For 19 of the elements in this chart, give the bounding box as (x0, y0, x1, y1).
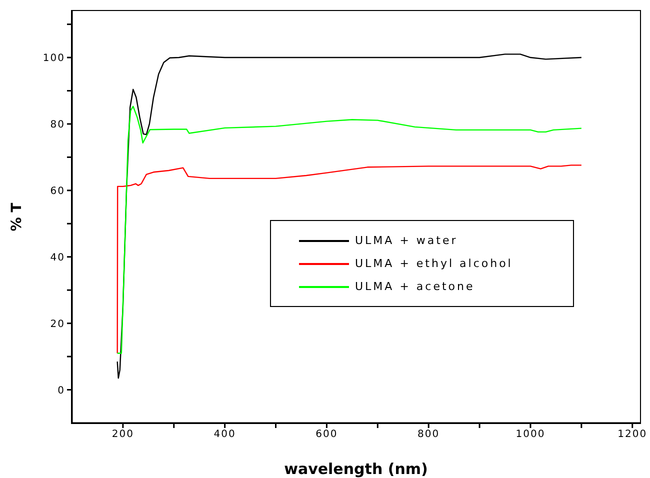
x-tick-label: 1000 (516, 429, 546, 440)
x-axis-title: wavelength (nm) (284, 460, 428, 478)
y-tick-label: 0 (58, 385, 65, 396)
legend-label: ULMA + acetone (355, 280, 475, 293)
y-tick-label: 40 (50, 252, 65, 264)
x-tick-label: 200 (112, 429, 134, 440)
x-tick-label: 400 (214, 429, 236, 440)
y-tick-label: 20 (50, 318, 65, 330)
y-tick-label: 100 (42, 53, 65, 64)
legend-label: ULMA + water (355, 234, 458, 247)
x-tick-label: 800 (418, 429, 440, 440)
x-tick-label: 1200 (618, 429, 648, 440)
y-tick-label: 80 (50, 120, 65, 131)
y-axis-title: % T (8, 202, 25, 232)
line-series (116, 106, 582, 354)
legend-label: ULMA + ethyl alcohol (355, 257, 513, 270)
line-series (116, 164, 582, 354)
y-tick-label: 60 (50, 186, 65, 197)
x-tick-label: 600 (316, 429, 338, 440)
